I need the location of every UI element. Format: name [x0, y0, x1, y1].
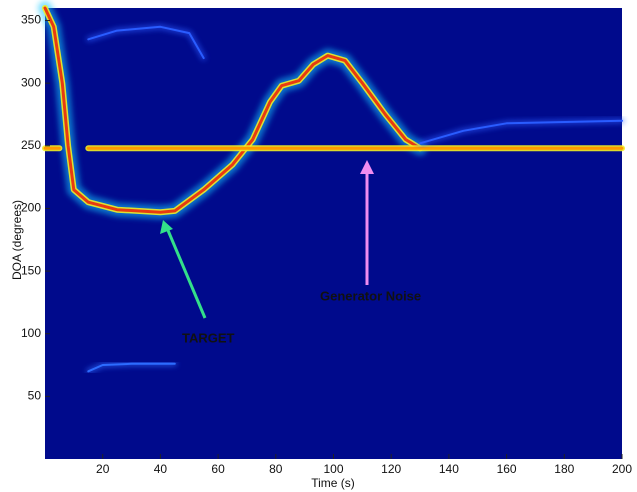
y-tick-label: 300	[21, 75, 41, 89]
track	[419, 119, 623, 145]
y-tick-label: 350	[21, 13, 41, 27]
y-tick-label: 50	[28, 389, 42, 403]
x-tick-label: 80	[269, 462, 283, 476]
x-tick-label: 140	[439, 462, 459, 476]
y-tick-label: 100	[21, 326, 41, 340]
x-tick-label: 200	[612, 462, 632, 476]
y-tick-label: 250	[21, 138, 41, 152]
y-tick-label: 150	[21, 263, 41, 277]
x-tick-label: 160	[497, 462, 517, 476]
x-tick-label: 180	[554, 462, 574, 476]
track	[87, 362, 176, 373]
x-tick-label: 100	[323, 462, 343, 476]
target-arrowhead	[160, 220, 173, 234]
annotation: Generator Noise	[320, 288, 421, 303]
x-tick-label: 60	[211, 462, 225, 476]
y-tick-label: 200	[21, 201, 41, 215]
x-tick-label: 120	[381, 462, 401, 476]
x-tick-label: 20	[96, 462, 110, 476]
track	[87, 25, 205, 60]
target-arrow	[165, 227, 207, 319]
noise-arrowhead	[360, 160, 374, 174]
plot-area	[45, 8, 622, 459]
x-axis-label: Time (s)	[311, 476, 355, 490]
y-axis-label: DOA (degrees)	[10, 200, 24, 280]
annotation: TARGET	[182, 330, 235, 345]
x-tick-label: 40	[154, 462, 168, 476]
tracks	[38, 1, 629, 374]
